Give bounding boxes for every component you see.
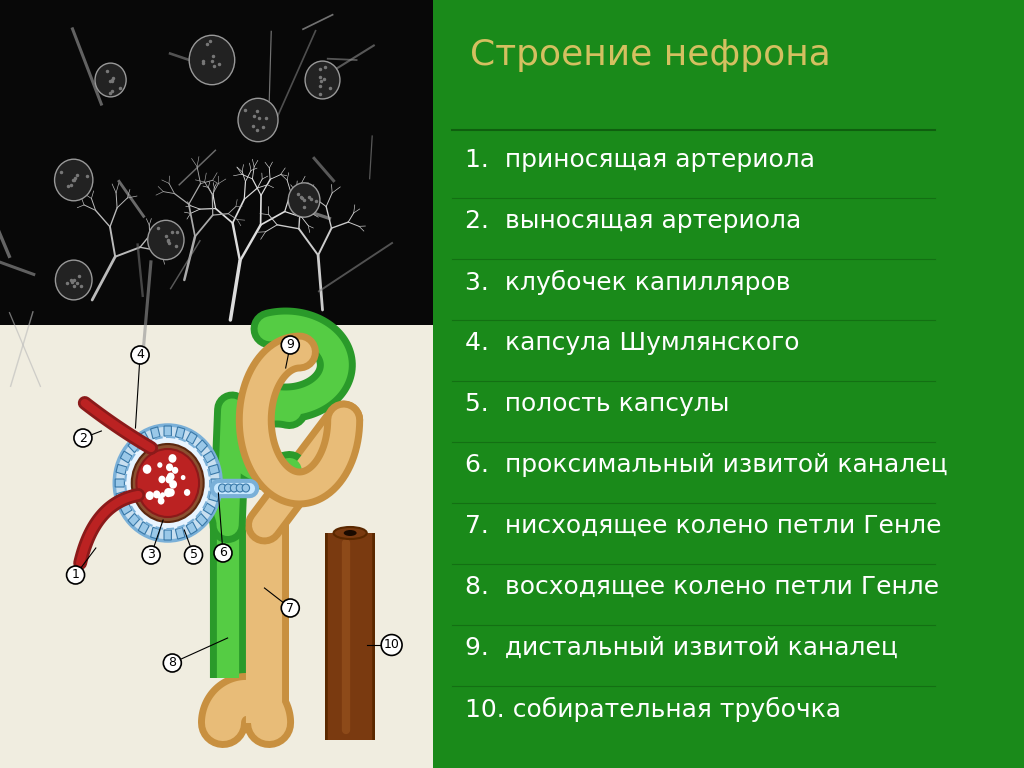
Circle shape: [136, 449, 199, 517]
Text: 1.  приносящая артериола: 1. приносящая артериола: [465, 148, 815, 172]
Circle shape: [160, 492, 165, 498]
FancyBboxPatch shape: [211, 479, 220, 487]
Circle shape: [55, 260, 92, 300]
Text: 7: 7: [287, 601, 294, 614]
Bar: [0, 0, 433, 325]
Circle shape: [159, 475, 166, 483]
Circle shape: [166, 463, 173, 472]
FancyBboxPatch shape: [164, 426, 171, 436]
Circle shape: [238, 98, 278, 142]
FancyBboxPatch shape: [116, 492, 127, 502]
Circle shape: [167, 472, 174, 481]
Ellipse shape: [344, 530, 356, 536]
Circle shape: [167, 488, 175, 497]
Text: 1: 1: [72, 568, 80, 581]
FancyBboxPatch shape: [196, 440, 207, 452]
Circle shape: [169, 454, 176, 463]
FancyBboxPatch shape: [186, 522, 197, 535]
Circle shape: [218, 484, 226, 492]
Text: 9: 9: [287, 339, 294, 352]
FancyBboxPatch shape: [164, 530, 171, 540]
FancyBboxPatch shape: [175, 427, 184, 439]
Ellipse shape: [334, 527, 367, 539]
FancyBboxPatch shape: [204, 451, 215, 463]
Circle shape: [164, 488, 172, 497]
Text: 5.  полость капсулы: 5. полость капсулы: [465, 392, 730, 416]
Circle shape: [158, 497, 165, 505]
FancyBboxPatch shape: [196, 514, 207, 526]
Circle shape: [230, 484, 238, 492]
Circle shape: [125, 437, 210, 529]
Circle shape: [189, 35, 234, 84]
FancyBboxPatch shape: [116, 465, 127, 475]
FancyBboxPatch shape: [151, 528, 160, 539]
FancyBboxPatch shape: [138, 432, 150, 444]
Text: 6.  проксимальный извитой каналец: 6. проксимальный извитой каналец: [465, 453, 948, 477]
Text: 10: 10: [384, 638, 399, 651]
Circle shape: [115, 425, 221, 541]
FancyBboxPatch shape: [209, 465, 219, 475]
Circle shape: [169, 480, 177, 488]
Text: 10. собирательная трубочка: 10. собирательная трубочка: [465, 697, 842, 722]
Text: Строение нефрона: Строение нефрона: [470, 38, 830, 72]
FancyBboxPatch shape: [128, 514, 139, 526]
Text: 3.  клубочек капилляров: 3. клубочек капилляров: [465, 270, 791, 295]
Circle shape: [158, 495, 163, 500]
Text: 7.  нисходящее колено петли Генле: 7. нисходящее колено петли Генле: [465, 514, 942, 538]
Circle shape: [158, 462, 163, 468]
FancyBboxPatch shape: [121, 451, 132, 463]
Circle shape: [153, 491, 161, 498]
Circle shape: [166, 475, 173, 484]
Circle shape: [132, 444, 204, 522]
Text: 5: 5: [189, 548, 198, 561]
Text: 8.  восходящее колено петли Генле: 8. восходящее колено петли Генле: [465, 575, 939, 599]
Circle shape: [224, 484, 231, 492]
Circle shape: [147, 220, 184, 260]
FancyBboxPatch shape: [151, 427, 160, 439]
FancyBboxPatch shape: [138, 522, 150, 535]
FancyBboxPatch shape: [128, 440, 139, 452]
Circle shape: [172, 467, 178, 474]
Circle shape: [184, 489, 190, 496]
Text: 9.  дистальный извитой каналец: 9. дистальный извитой каналец: [465, 636, 898, 660]
Text: 8: 8: [168, 657, 176, 670]
FancyBboxPatch shape: [204, 503, 215, 515]
Bar: [0, 325, 433, 768]
FancyBboxPatch shape: [209, 492, 219, 502]
FancyBboxPatch shape: [175, 528, 184, 539]
Circle shape: [289, 183, 319, 217]
Text: 3: 3: [147, 548, 155, 561]
FancyBboxPatch shape: [115, 479, 124, 487]
Text: 4.  капсула Шумлянского: 4. капсула Шумлянского: [465, 331, 800, 355]
FancyBboxPatch shape: [186, 432, 197, 444]
Circle shape: [54, 159, 93, 200]
Text: 2: 2: [79, 432, 87, 445]
Text: 4: 4: [136, 349, 144, 362]
Circle shape: [142, 465, 152, 474]
Text: 2.  выносящая артериола: 2. выносящая артериола: [465, 209, 802, 233]
Circle shape: [242, 484, 250, 492]
Circle shape: [181, 475, 185, 480]
Circle shape: [237, 484, 244, 492]
Circle shape: [305, 61, 340, 99]
Circle shape: [95, 63, 126, 97]
Text: 6: 6: [219, 547, 227, 560]
FancyBboxPatch shape: [121, 503, 132, 515]
Circle shape: [145, 492, 154, 500]
